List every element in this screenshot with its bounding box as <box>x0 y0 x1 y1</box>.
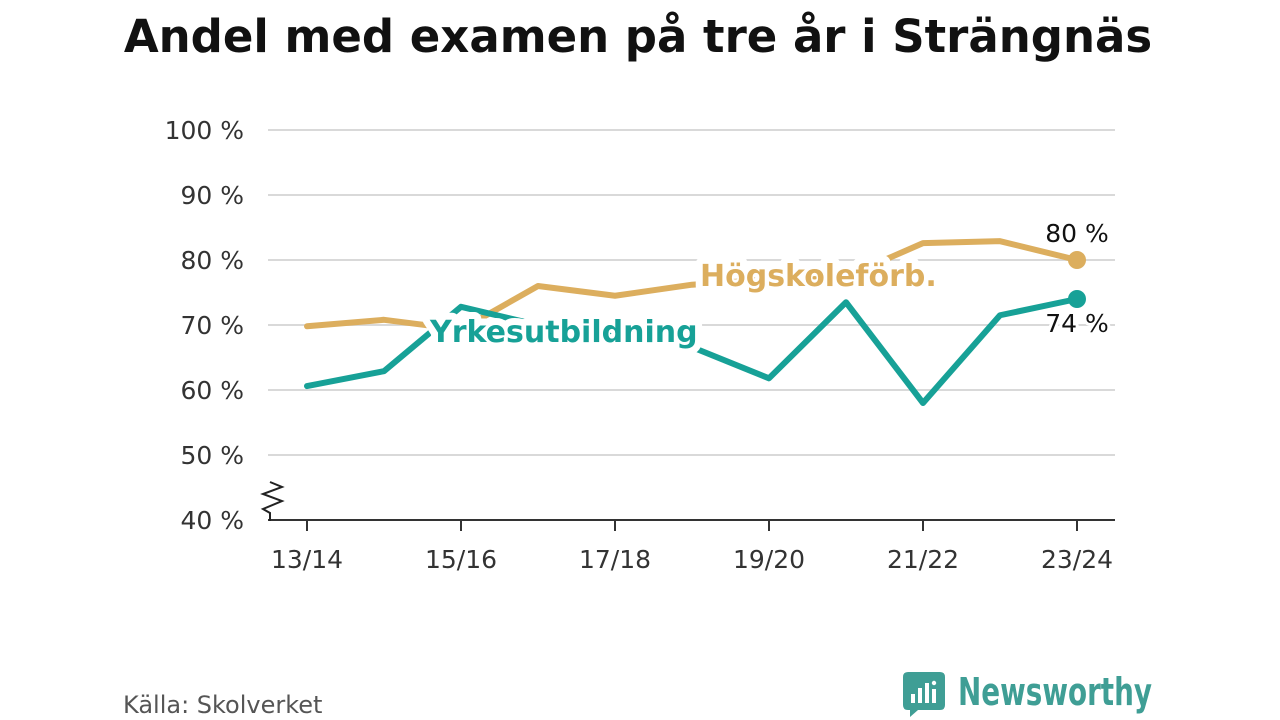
y-tick-label: 70 % <box>180 311 244 340</box>
logo-bar <box>918 688 922 703</box>
end-value-labels: 80 % 74 % <box>1042 216 1112 341</box>
series-lines <box>304 238 1080 406</box>
end-point-marker <box>1068 251 1086 269</box>
end-point-marker <box>1068 290 1086 308</box>
newsworthy-logo-icon <box>903 672 945 717</box>
series-label-yrkesutbildning: Yrkesutbildning <box>429 315 698 350</box>
y-tick-label: 80 % <box>180 246 244 275</box>
y-axis-tick-labels: 40 % 50 % 60 % 70 % 80 % 90 % 100 % <box>165 116 244 535</box>
x-tick-label: 21/22 <box>887 545 959 574</box>
x-tick-label: 17/18 <box>579 545 651 574</box>
newsworthy-logo: Newsworthy <box>903 670 1152 717</box>
series-label-hogskoleforb: Högskoleförb. <box>700 259 937 294</box>
gridlines <box>268 129 1115 456</box>
x-tick-label: 23/24 <box>1041 545 1113 574</box>
x-axis: 13/14 15/16 17/18 19/20 21/22 23/24 <box>268 519 1115 574</box>
logo-bar <box>911 694 915 703</box>
end-value-label-yrkesutbildning: 74 % <box>1045 309 1109 338</box>
logo-dot <box>931 680 937 686</box>
y-tick-label: 50 % <box>180 441 244 470</box>
y-tick-label: 60 % <box>180 376 244 405</box>
series-line-yrkesutbildning <box>304 296 1080 406</box>
logo-text: Newsworthy <box>958 670 1152 714</box>
source-note: Källa: Skolverket <box>123 691 322 719</box>
end-value-label-hogskoleforb: 80 % <box>1045 219 1109 248</box>
x-tick-label: 13/14 <box>271 545 343 574</box>
chart-title: Andel med examen på tre år i Strängnäs <box>124 10 1152 63</box>
series-labels: Högskoleförb.Yrkesutbildning <box>422 252 944 357</box>
logo-bar <box>925 683 929 703</box>
logo-bar <box>932 689 936 703</box>
series-points <box>1068 251 1086 308</box>
logo-bubble <box>903 672 945 717</box>
x-tick-label: 19/20 <box>733 545 805 574</box>
y-tick-label: 100 % <box>165 116 244 145</box>
x-tick-label: 15/16 <box>425 545 497 574</box>
y-axis-break-icon <box>260 481 285 521</box>
y-tick-label: 40 % <box>180 506 244 535</box>
y-tick-label: 90 % <box>180 181 244 210</box>
